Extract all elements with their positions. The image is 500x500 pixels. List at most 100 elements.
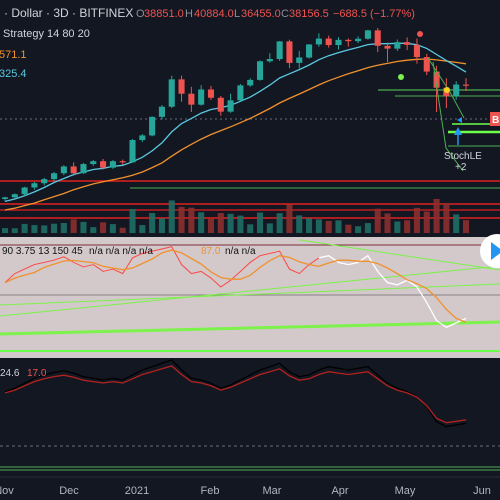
x-axis: Nov Dec 2021 Feb Mar Apr May Jun bbox=[0, 485, 491, 497]
candle-body bbox=[306, 44, 313, 58]
volume-bar bbox=[31, 225, 38, 233]
volume-bar bbox=[335, 220, 342, 233]
volume-bar bbox=[41, 225, 48, 233]
volume-bar bbox=[374, 208, 381, 233]
ohlc-high-label: H bbox=[185, 8, 193, 20]
volume-bar bbox=[462, 220, 470, 233]
candle-body bbox=[139, 135, 146, 141]
candle-body bbox=[129, 140, 136, 163]
candle-body bbox=[462, 84, 470, 86]
candle-body bbox=[286, 41, 293, 63]
volume-bar bbox=[247, 224, 254, 233]
candle-body bbox=[100, 161, 107, 168]
candle-body bbox=[227, 100, 234, 112]
stoch-line-red bbox=[4, 246, 320, 288]
ma-slow-line bbox=[4, 58, 467, 211]
candle-body bbox=[256, 61, 264, 80]
candle-body bbox=[217, 97, 224, 112]
buy-arrow-icon bbox=[454, 127, 462, 135]
candle-body bbox=[168, 79, 175, 107]
volume-bar bbox=[325, 220, 332, 233]
x-axis-label: May bbox=[395, 485, 416, 497]
candle-body bbox=[1, 197, 9, 199]
osc-na-values: n/a n/a n/a n/a bbox=[89, 246, 153, 257]
x-axis-label: Jun bbox=[473, 485, 491, 497]
volume-bar bbox=[423, 211, 430, 233]
volume-bar bbox=[129, 209, 136, 233]
volume-bar bbox=[266, 223, 273, 233]
strategy-label: Strategy 14 80 20 bbox=[3, 28, 90, 40]
lower-value-a: 24.6 bbox=[0, 368, 20, 379]
lower-line-red bbox=[4, 365, 467, 424]
ma-fast-value: 325.4 bbox=[0, 68, 27, 80]
osc-trend-1 bbox=[0, 265, 500, 317]
symbol-title: · Dollar · 3D · BITFINEX bbox=[4, 6, 133, 20]
volume-bar bbox=[51, 223, 58, 233]
ohlc-close-label: C bbox=[281, 8, 289, 20]
play-icon bbox=[491, 242, 500, 260]
volume-bar bbox=[315, 219, 322, 233]
volume-bar bbox=[443, 203, 450, 233]
play-button[interactable] bbox=[480, 234, 500, 268]
price-badge-label: B bbox=[492, 115, 499, 126]
volume-bar bbox=[306, 218, 313, 233]
candle-body bbox=[51, 173, 58, 180]
candle-body bbox=[355, 38, 362, 42]
volume-bar bbox=[21, 223, 28, 233]
x-axis-label: Nov bbox=[0, 485, 14, 497]
x-axis-label: Apr bbox=[331, 485, 348, 497]
signal-dot-green bbox=[398, 74, 404, 80]
candle-body bbox=[109, 161, 116, 168]
candle-body bbox=[315, 38, 322, 45]
x-axis-label: Dec bbox=[59, 485, 79, 497]
volume-bar bbox=[119, 227, 126, 233]
ohlc-close-value: 38156.5 bbox=[289, 8, 329, 20]
volume-bar bbox=[80, 221, 87, 233]
candle-body bbox=[70, 166, 77, 174]
candle-body bbox=[80, 164, 87, 174]
volume-bar bbox=[384, 213, 391, 233]
candle-body bbox=[404, 42, 411, 45]
ohlc-low-value: 36455.0 bbox=[241, 8, 281, 20]
volume-bar bbox=[286, 204, 293, 233]
volume-bar bbox=[90, 227, 97, 233]
candle-body bbox=[90, 161, 97, 165]
candle-body bbox=[335, 39, 342, 46]
volume-bar bbox=[345, 224, 352, 233]
candle-body bbox=[345, 39, 352, 42]
volume-bar bbox=[207, 218, 215, 233]
volume-bar bbox=[276, 213, 283, 233]
candle-body bbox=[188, 93, 195, 105]
lower-value-b: 17.0 bbox=[27, 368, 47, 379]
volume-bar bbox=[227, 213, 234, 233]
candle-body bbox=[60, 166, 67, 174]
volume-bar bbox=[149, 213, 156, 233]
signal-dot-yellow bbox=[444, 87, 450, 93]
volume-bar bbox=[453, 214, 460, 233]
candle-body bbox=[41, 179, 48, 184]
osc-thick-trend bbox=[0, 320, 500, 336]
candle-body bbox=[433, 71, 440, 88]
volume-bar bbox=[433, 199, 440, 233]
candle-body bbox=[237, 85, 244, 101]
candle-body bbox=[325, 38, 332, 46]
volume-bar bbox=[364, 223, 371, 233]
volume-bar bbox=[198, 212, 205, 233]
candle-body bbox=[364, 30, 371, 39]
ohlc-low-label: L bbox=[234, 8, 240, 20]
candle-body bbox=[158, 106, 165, 117]
volume-bar bbox=[70, 219, 77, 233]
signal-label: StochLE bbox=[444, 151, 482, 162]
signal-flag-icon bbox=[457, 117, 462, 123]
candle-body bbox=[394, 42, 401, 49]
volume-bar bbox=[109, 224, 116, 233]
volume-bar bbox=[404, 220, 411, 233]
ma-slow-value: 571.1 bbox=[0, 49, 27, 61]
price-badge bbox=[490, 112, 500, 126]
candle-body bbox=[247, 79, 254, 86]
osc-trend-3 bbox=[299, 239, 500, 271]
candle-body bbox=[276, 41, 283, 60]
volume-bar bbox=[296, 215, 303, 233]
volume-bar bbox=[394, 221, 401, 233]
